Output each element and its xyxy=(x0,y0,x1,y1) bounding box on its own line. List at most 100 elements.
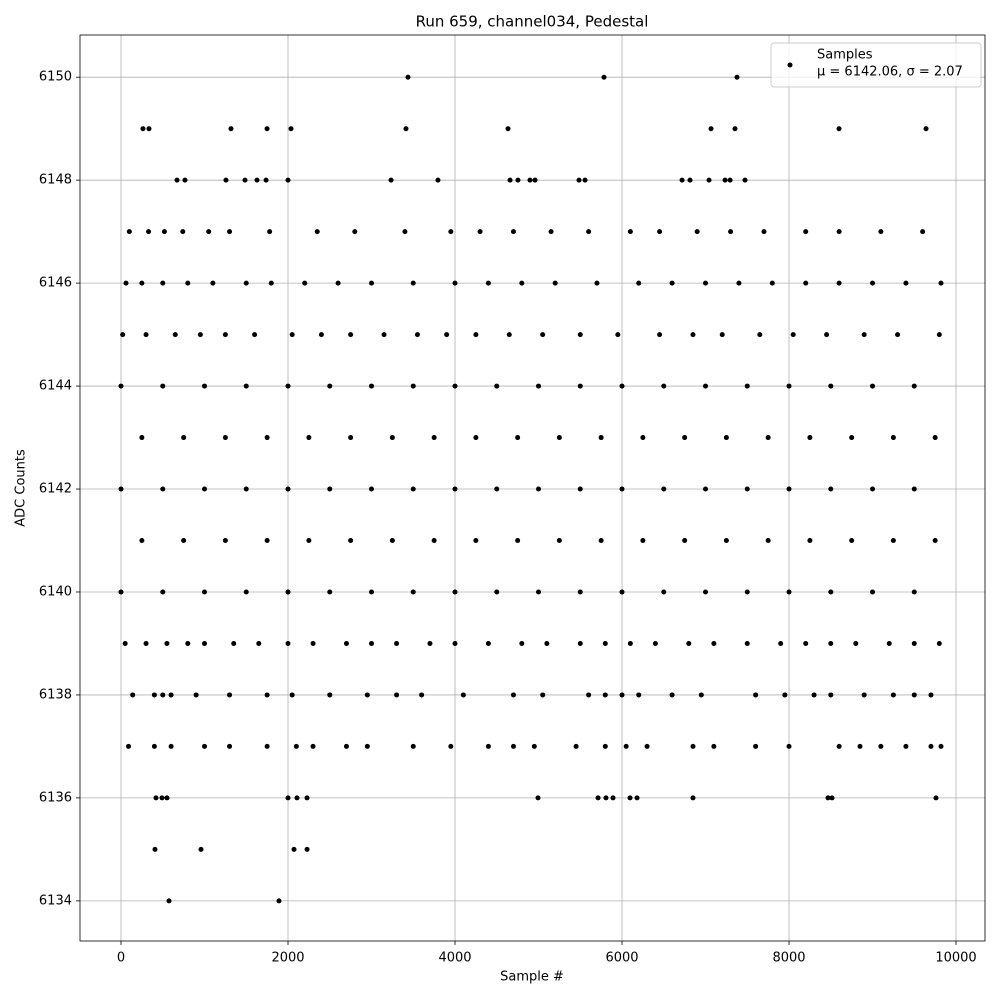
point xyxy=(849,435,855,441)
point xyxy=(143,640,149,646)
point xyxy=(536,589,542,595)
chart-title: Run 659, channel034, Pedestal xyxy=(416,13,649,31)
point xyxy=(510,229,516,235)
point xyxy=(452,640,458,646)
point xyxy=(711,743,717,749)
point xyxy=(306,538,312,544)
point xyxy=(577,332,583,338)
point xyxy=(485,280,491,286)
point xyxy=(202,383,208,389)
point xyxy=(174,177,180,183)
point xyxy=(824,332,830,338)
point xyxy=(936,640,942,646)
point xyxy=(494,589,500,595)
point xyxy=(431,435,437,441)
point xyxy=(623,743,629,749)
point xyxy=(803,280,809,286)
point xyxy=(254,177,260,183)
point xyxy=(164,795,170,801)
point xyxy=(264,538,270,544)
point xyxy=(928,692,934,698)
point xyxy=(494,383,500,389)
point xyxy=(634,795,640,801)
point xyxy=(577,589,583,595)
point xyxy=(544,640,550,646)
point xyxy=(276,898,282,904)
point xyxy=(803,229,809,235)
point xyxy=(706,177,712,183)
point xyxy=(682,538,688,544)
point xyxy=(661,486,667,492)
point xyxy=(405,74,411,80)
point xyxy=(289,332,295,338)
point xyxy=(582,177,588,183)
point xyxy=(753,692,759,698)
point xyxy=(123,280,129,286)
point xyxy=(687,177,693,183)
point xyxy=(369,280,375,286)
point xyxy=(938,280,944,286)
legend-box xyxy=(770,42,982,88)
point xyxy=(519,640,525,646)
y-tick-label: 6148 xyxy=(39,173,72,188)
point xyxy=(291,846,297,852)
point xyxy=(878,229,884,235)
point xyxy=(181,435,187,441)
x-axis-label: Sample # xyxy=(500,970,564,985)
point xyxy=(548,229,554,235)
point xyxy=(222,435,228,441)
point xyxy=(306,435,312,441)
point xyxy=(911,486,917,492)
point xyxy=(807,435,813,441)
point xyxy=(389,435,395,441)
point xyxy=(182,177,188,183)
point xyxy=(510,692,516,698)
point xyxy=(627,640,633,646)
point xyxy=(485,640,491,646)
point xyxy=(227,692,233,698)
point xyxy=(304,795,310,801)
point xyxy=(540,332,546,338)
point xyxy=(703,383,709,389)
y-tick-label: 6144 xyxy=(39,379,72,394)
point xyxy=(849,538,855,544)
point xyxy=(757,332,763,338)
point xyxy=(473,538,479,544)
point xyxy=(825,795,831,801)
point xyxy=(160,589,166,595)
point xyxy=(836,280,842,286)
point xyxy=(703,280,709,286)
point xyxy=(435,177,441,183)
point xyxy=(414,332,420,338)
point xyxy=(576,177,582,183)
point xyxy=(708,126,714,132)
point xyxy=(535,795,541,801)
point xyxy=(473,332,479,338)
point xyxy=(829,795,835,801)
y-tick-label: 6138 xyxy=(39,687,72,702)
point xyxy=(160,692,166,698)
point xyxy=(143,332,149,338)
x-tick-label: 4000 xyxy=(438,951,471,966)
point xyxy=(256,640,262,646)
point xyxy=(427,640,433,646)
point xyxy=(352,229,358,235)
point xyxy=(594,280,600,286)
point xyxy=(394,640,400,646)
point xyxy=(627,795,633,801)
point xyxy=(452,486,458,492)
point xyxy=(159,795,165,801)
point xyxy=(679,177,685,183)
point xyxy=(120,332,126,338)
point xyxy=(243,383,249,389)
point xyxy=(923,126,929,132)
point xyxy=(515,538,521,544)
point xyxy=(285,640,291,646)
point xyxy=(790,332,796,338)
point xyxy=(602,692,608,698)
point xyxy=(577,486,583,492)
point xyxy=(343,640,349,646)
point xyxy=(494,486,500,492)
point xyxy=(252,332,258,338)
